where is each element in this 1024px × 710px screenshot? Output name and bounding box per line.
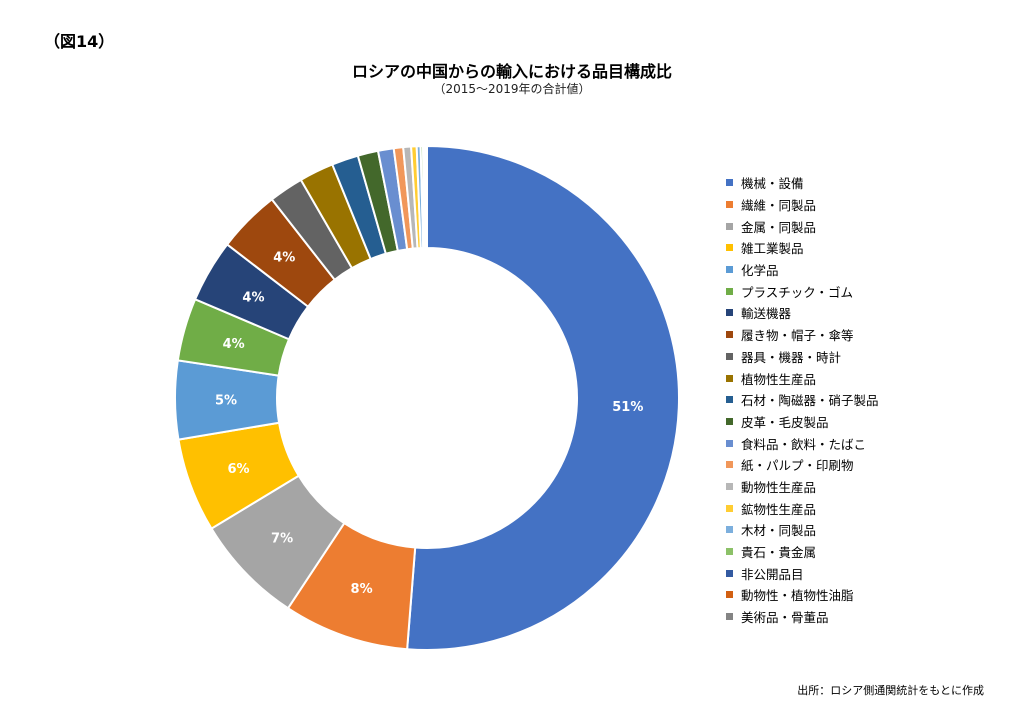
figure-label: （図14） [44, 32, 115, 51]
legend-swatch [726, 526, 733, 534]
legend-label: プラスチック・ゴム [741, 284, 854, 300]
legend-item: 繊維・同製品 [726, 194, 879, 216]
legend-item: 植物性生産品 [726, 367, 879, 389]
legend-swatch [726, 244, 733, 252]
legend-item: 金属・同製品 [726, 215, 879, 237]
slice-label-1: 8% [351, 582, 373, 597]
legend-label: 履き物・帽子・傘等 [741, 328, 854, 344]
legend-swatch [726, 266, 733, 274]
slice-label-5: 4% [223, 337, 245, 352]
legend-swatch [726, 287, 733, 295]
slice-label-3: 6% [228, 462, 250, 477]
legend-label: 皮革・毛皮製品 [741, 414, 829, 430]
legend-swatch [726, 461, 733, 469]
legend-swatch [726, 504, 733, 512]
slice-label-6: 4% [242, 291, 264, 306]
legend-item: 木材・同製品 [726, 519, 879, 541]
legend-swatch [726, 309, 733, 317]
legend-item: 輸送機器 [726, 302, 879, 324]
legend-label: 鉱物性生産品 [741, 501, 817, 517]
chart-title: ロシアの中国からの輸入における品目構成比 [351, 62, 672, 81]
legend-swatch [726, 569, 733, 577]
legend-label: 化学品 [741, 263, 779, 279]
slice-label-0: 51% [612, 400, 643, 415]
legend-label: 紙・パルプ・印刷物 [741, 458, 854, 474]
legend-label: 食料品・飲料・たばこ [741, 436, 867, 452]
legend-item: 雑工業製品 [726, 237, 879, 259]
legend-label: 器具・機器・時計 [741, 349, 842, 365]
legend-item: 動物性生産品 [726, 476, 879, 498]
legend-swatch [726, 613, 733, 621]
legend-item: 食料品・飲料・たばこ [726, 432, 879, 454]
legend-label: 輸送機器 [741, 306, 792, 322]
legend-item: プラスチック・ゴム [726, 280, 879, 302]
legend-label: 植物性生産品 [741, 371, 817, 387]
legend-item: 動物性・植物性油脂 [726, 584, 879, 606]
source-note: 出所：ロシア側通関統計をもとに作成 [797, 684, 984, 697]
legend-item: 石材・陶磁器・硝子製品 [726, 389, 879, 411]
legend-swatch [726, 482, 733, 490]
legend-swatch [726, 374, 733, 382]
slice-0 [406, 144, 680, 651]
legend-swatch [726, 331, 733, 339]
slice-label-4: 5% [215, 394, 237, 409]
legend-item: 器具・機器・時計 [726, 346, 879, 368]
legend-label: 繊維・同製品 [741, 198, 817, 214]
legend-swatch [726, 201, 733, 209]
legend-item: 非公開品目 [726, 562, 879, 584]
slice-label-2: 7% [271, 531, 293, 546]
legend-item: 皮革・毛皮製品 [726, 411, 879, 433]
legend-swatch [726, 352, 733, 360]
legend-swatch [726, 396, 733, 404]
legend-swatch [726, 439, 733, 447]
legend-label: 木材・同製品 [741, 523, 817, 539]
legend-swatch [726, 417, 733, 425]
legend-item: 貴石・貴金属 [726, 541, 879, 563]
legend-label: 機械・設備 [741, 176, 804, 192]
legend-label: 雑工業製品 [741, 241, 804, 257]
slice-20 [425, 144, 428, 250]
legend-label: 非公開品目 [741, 566, 804, 582]
slice-label-7: 4% [273, 250, 295, 265]
legend-swatch [726, 548, 733, 556]
legend-item: 機械・設備 [726, 172, 879, 194]
legend-label: 金属・同製品 [741, 219, 817, 235]
chart-subtitle: （2015～2019年の合計値） [433, 82, 591, 96]
legend-label: 美術品・骨董品 [741, 610, 829, 626]
legend-item: 化学品 [726, 259, 879, 281]
legend-label: 貴石・貴金属 [741, 545, 817, 561]
chart-legend: 機械・設備繊維・同製品 金属・同製品 雑工業製品化学品プラスチック・ゴム 輸送機器履き… [726, 172, 879, 627]
legend-swatch [726, 179, 733, 187]
legend-item: 履き物・帽子・傘等 [726, 324, 879, 346]
legend-item: 美術品・骨董品 [726, 606, 879, 628]
legend-item: 鉱物性生産品 [726, 497, 879, 519]
legend-swatch [726, 222, 733, 230]
legend-label: 動物性・植物性油脂 [741, 588, 854, 604]
legend-swatch [726, 591, 733, 599]
legend-label: 動物性生産品 [741, 479, 817, 495]
legend-item: 紙・パルプ・印刷物 [726, 454, 879, 476]
legend-label: 石材・陶磁器・硝子製品 [741, 393, 879, 409]
